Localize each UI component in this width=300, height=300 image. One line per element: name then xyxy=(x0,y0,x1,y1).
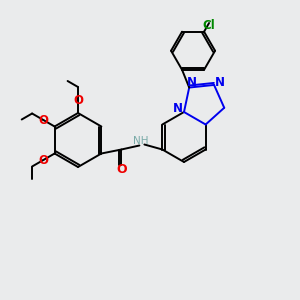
Text: NH: NH xyxy=(133,136,148,146)
Text: Cl: Cl xyxy=(203,19,215,32)
Text: O: O xyxy=(116,163,127,176)
Text: O: O xyxy=(38,113,48,127)
Text: O: O xyxy=(73,94,83,106)
Text: N: N xyxy=(187,76,197,89)
Text: N: N xyxy=(173,103,183,116)
Text: O: O xyxy=(38,154,48,166)
Text: N: N xyxy=(215,76,225,89)
